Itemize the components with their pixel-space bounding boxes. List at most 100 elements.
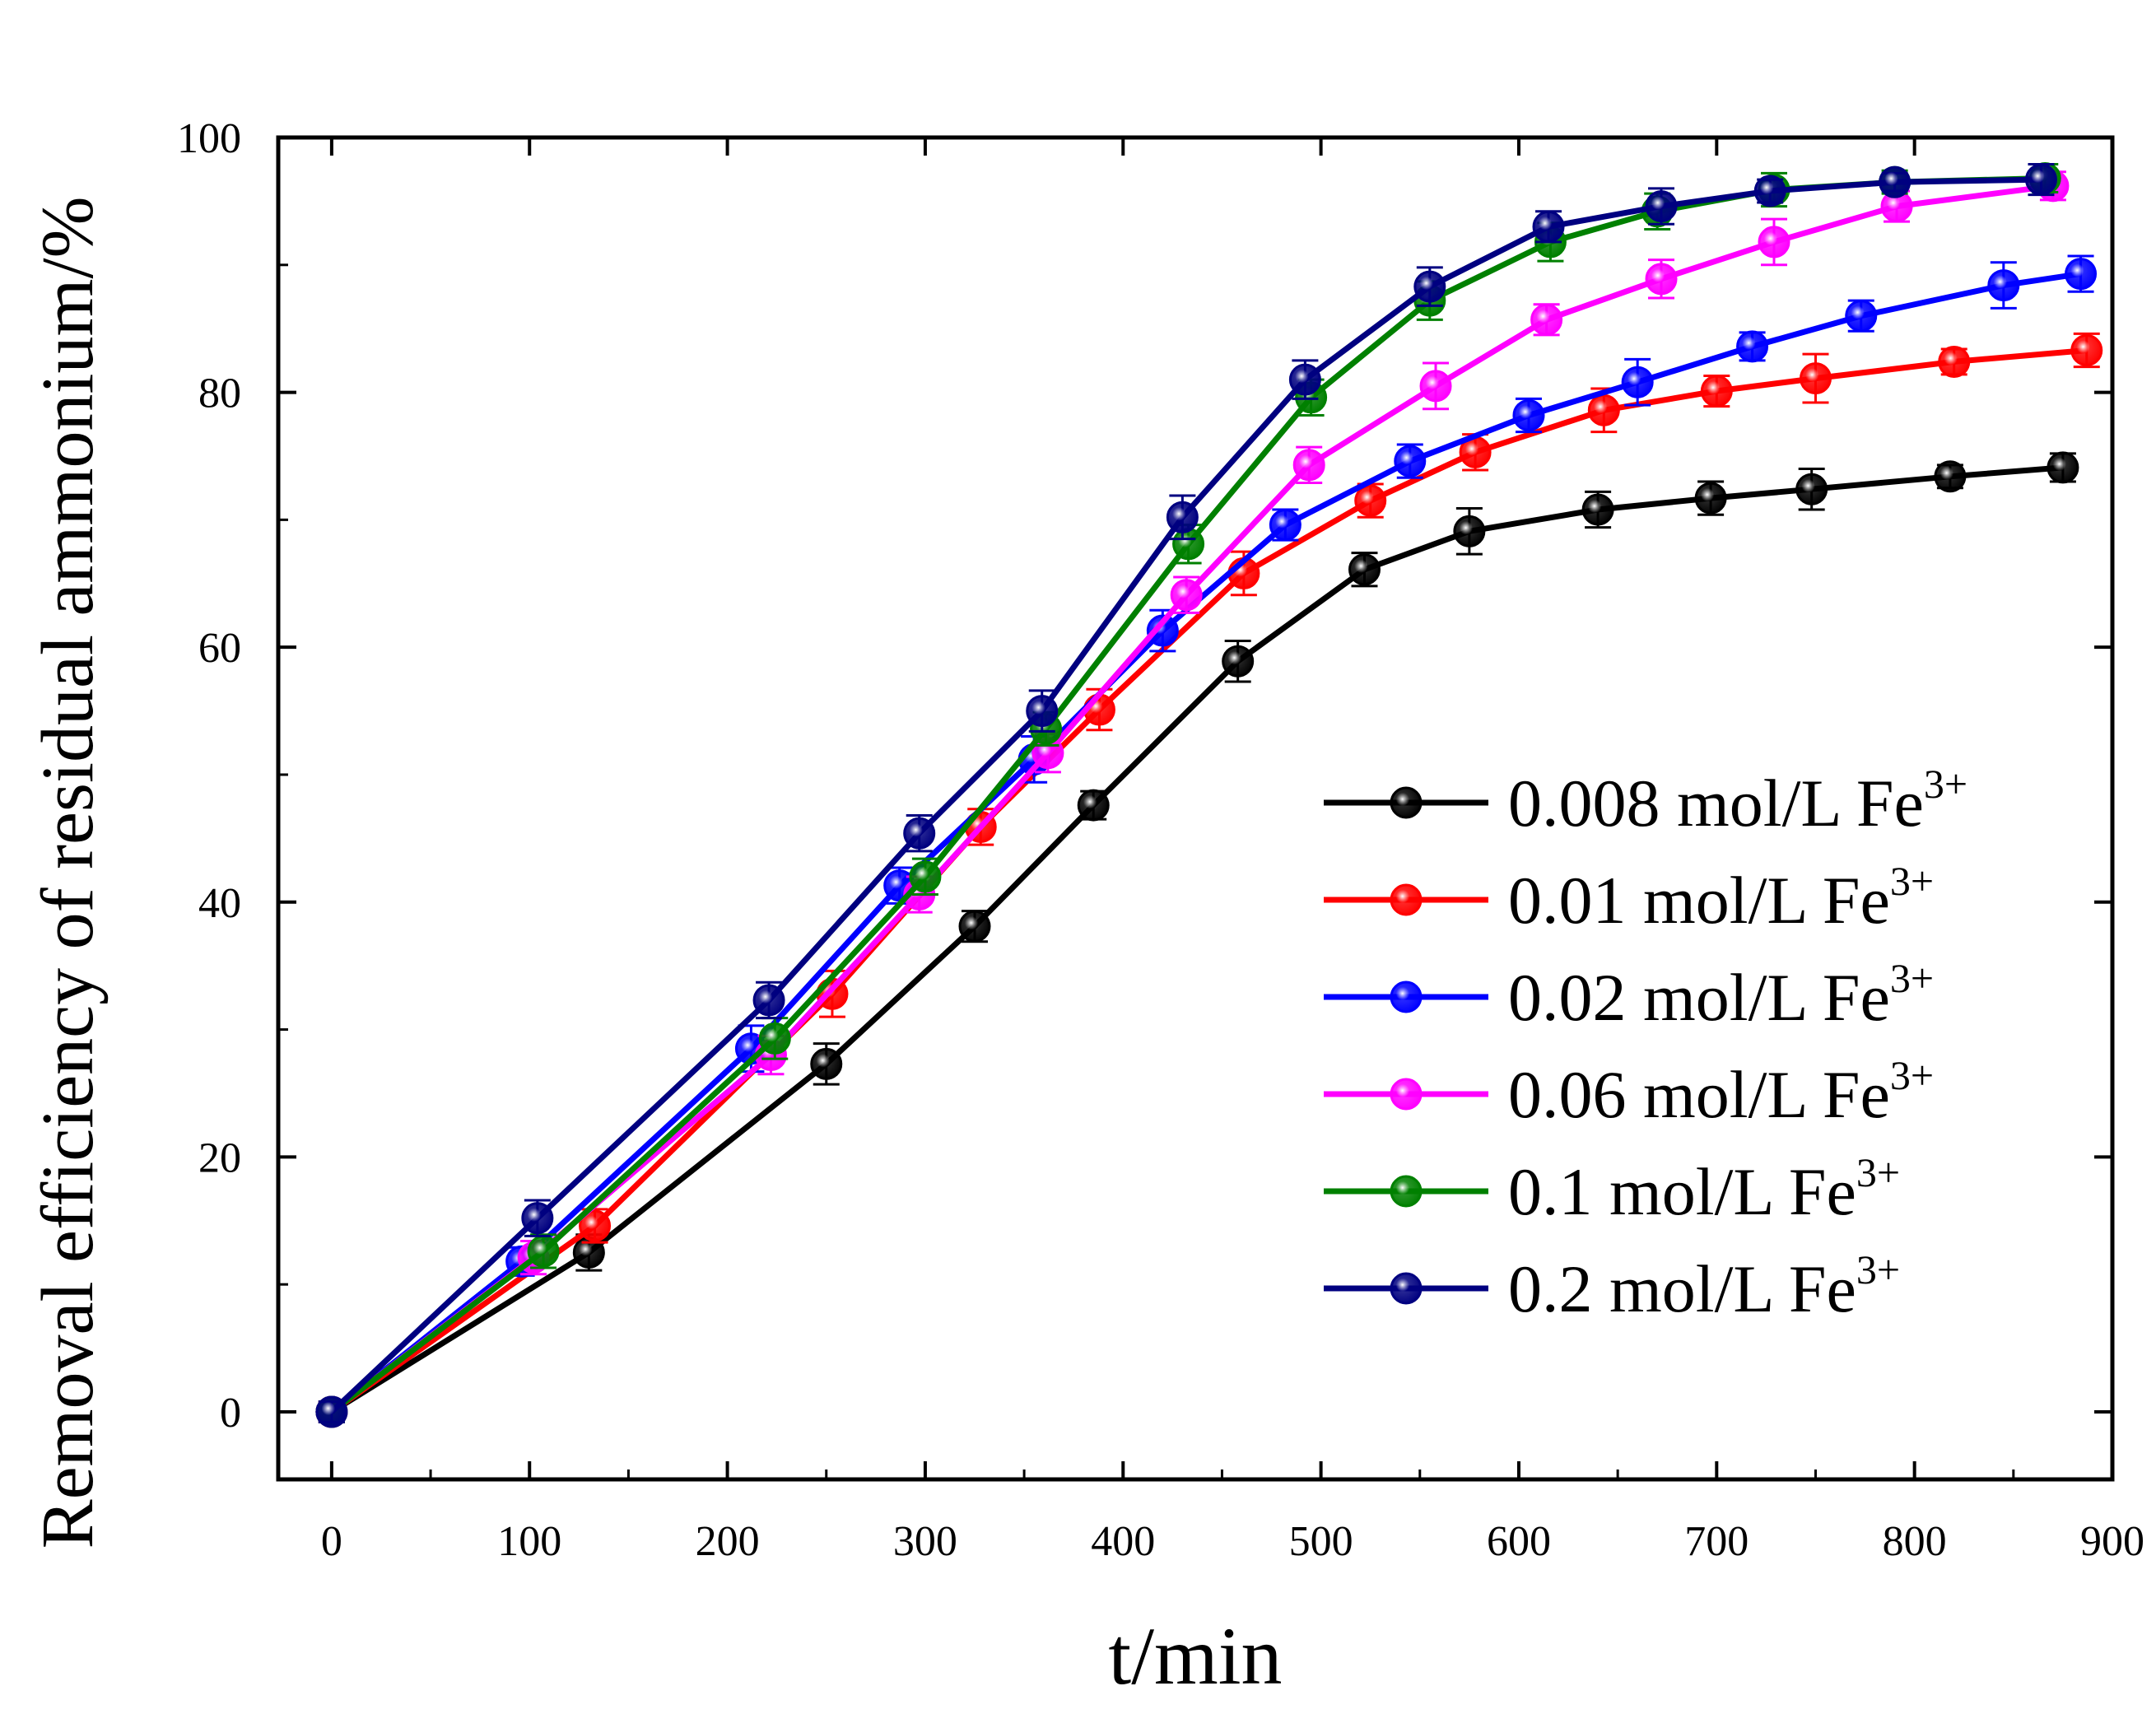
x-tick-label: 0	[321, 1518, 342, 1565]
legend-item-1: 0.01 mol/L Fe3+	[1324, 858, 1934, 938]
data-point	[1621, 366, 1654, 398]
data-point	[1269, 509, 1302, 542]
legend-marker	[1390, 980, 1423, 1013]
data-point	[1166, 501, 1199, 533]
data-point	[758, 1022, 791, 1055]
y-tick-label: 60	[198, 625, 241, 672]
data-point	[752, 984, 785, 1017]
legend-label-text: 0.2 mol/L Fe	[1508, 1251, 1856, 1326]
legend: 0.008 mol/L Fe3+0.01 mol/L Fe3+0.02 mol/…	[1324, 761, 1967, 1326]
data-point	[527, 1235, 560, 1268]
x-tick-label: 300	[893, 1518, 957, 1565]
data-point	[1694, 482, 1727, 515]
data-point	[1700, 375, 1733, 408]
data-point	[1292, 449, 1325, 482]
legend-marker	[1390, 883, 1423, 916]
legend-item-4: 0.1 mol/L Fe3+	[1324, 1149, 1900, 1229]
data-point	[2070, 334, 2103, 367]
legend-marker	[1390, 786, 1423, 819]
legend-item-3: 0.06 mol/L Fe3+	[1324, 1052, 1934, 1132]
data-point	[1532, 210, 1565, 243]
y-axis-title: Removal efficiency of residual ammonium/…	[27, 197, 109, 1549]
data-point	[2065, 258, 2098, 291]
data-point	[816, 977, 849, 1010]
data-point	[1413, 270, 1446, 303]
data-point	[1795, 473, 1828, 505]
data-point	[1987, 269, 2020, 302]
data-point	[1758, 226, 1790, 259]
y-tick-label: 40	[198, 880, 241, 927]
data-point	[1026, 695, 1059, 728]
y-tick-label: 0	[220, 1390, 241, 1437]
series-layer	[315, 162, 2103, 1428]
y-tick-label: 100	[177, 115, 241, 162]
data-point	[1222, 645, 1255, 678]
legend-label-text: 0.008 mol/L Fe	[1508, 766, 1924, 841]
data-point	[1172, 528, 1205, 561]
data-point	[1077, 789, 1110, 822]
data-point	[1753, 175, 1786, 207]
plot-frame	[276, 135, 2115, 1482]
legend-marker	[1390, 1078, 1423, 1111]
legend-label: 0.1 mol/L Fe3+	[1508, 1149, 1900, 1229]
legend-item-5: 0.2 mol/L Fe3+	[1324, 1246, 1900, 1326]
data-point	[1581, 493, 1614, 526]
x-tick-label: 500	[1289, 1518, 1353, 1565]
x-tick-label: 700	[1684, 1518, 1749, 1565]
legend-label-superscript: 3+	[1890, 955, 1934, 1001]
data-point	[1354, 484, 1387, 517]
x-tick-label: 100	[497, 1518, 561, 1565]
legend-label-text: 0.01 mol/L Fe	[1508, 863, 1890, 938]
data-point	[2024, 163, 2057, 196]
legend-marker	[1390, 1272, 1423, 1305]
x-tick-label: 800	[1883, 1518, 1947, 1565]
data-point	[1146, 614, 1179, 647]
data-point	[1736, 330, 1769, 363]
data-point	[2047, 451, 2079, 484]
legend-marker	[1390, 1175, 1423, 1208]
legend-label-text: 0.02 mol/L Fe	[1508, 960, 1890, 1035]
data-point	[909, 860, 942, 893]
data-point	[1645, 190, 1678, 223]
legend-label: 0.008 mol/L Fe3+	[1508, 761, 1967, 841]
data-point	[1419, 370, 1452, 403]
series-5	[315, 163, 2057, 1428]
data-point	[1845, 300, 1878, 333]
data-point	[521, 1202, 554, 1235]
data-point	[1453, 515, 1486, 547]
x-tick-label: 600	[1487, 1518, 1551, 1565]
data-point	[1512, 398, 1545, 431]
data-point	[1587, 394, 1620, 426]
data-point	[579, 1209, 612, 1242]
data-point	[903, 817, 936, 850]
data-point	[1645, 263, 1678, 296]
data-point	[810, 1047, 843, 1080]
legend-label-text: 0.1 mol/L Fe	[1508, 1154, 1856, 1229]
data-point	[315, 1395, 348, 1428]
legend-label: 0.02 mol/L Fe3+	[1508, 955, 1934, 1035]
data-point	[1394, 445, 1427, 477]
legend-item-2: 0.02 mol/L Fe3+	[1324, 955, 1934, 1035]
legend-item-0: 0.008 mol/L Fe3+	[1324, 761, 1967, 841]
legend-label: 0.2 mol/L Fe3+	[1508, 1246, 1900, 1326]
legend-label: 0.06 mol/L Fe3+	[1508, 1052, 1934, 1132]
y-tick-label: 80	[198, 370, 241, 417]
legend-label-superscript: 3+	[1890, 858, 1934, 904]
axes-layer: 0 100 200 300 400 500 600 700 800 900 0 20 40 60 80 100	[177, 115, 2144, 1565]
legend-label-text: 0.06 mol/L Fe	[1508, 1057, 1890, 1132]
data-point	[1879, 165, 1912, 198]
data-point	[1348, 553, 1381, 586]
legend-label-superscript: 3+	[1924, 761, 1967, 807]
legend-label-superscript: 3+	[1890, 1052, 1934, 1098]
legend-label-superscript: 3+	[1856, 1246, 1900, 1293]
x-tick-label: 400	[1091, 1518, 1155, 1565]
x-tick-label: 900	[2080, 1518, 2144, 1565]
data-point	[1530, 303, 1563, 336]
data-point	[1170, 579, 1203, 612]
y-tick-label: 20	[198, 1134, 241, 1181]
x-axis-title: t/min	[1108, 1610, 1282, 1702]
data-point	[1938, 345, 1971, 378]
x-tick-label: 200	[696, 1518, 760, 1565]
data-point	[1288, 363, 1321, 396]
